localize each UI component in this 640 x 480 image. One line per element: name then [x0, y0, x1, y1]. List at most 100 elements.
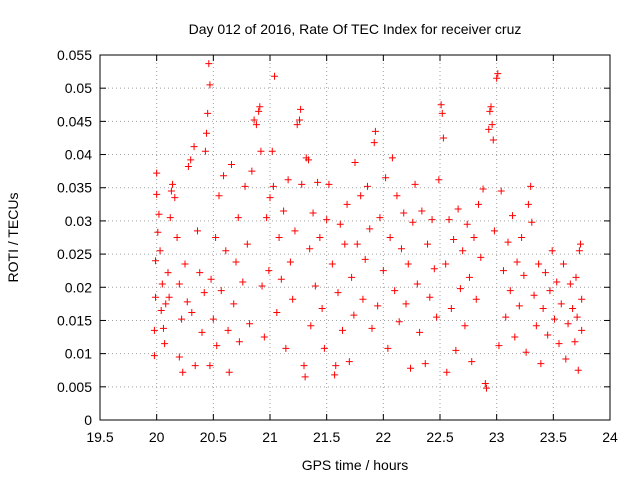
data-point	[560, 260, 568, 268]
data-point	[150, 326, 158, 334]
data-point	[442, 260, 450, 268]
data-point	[351, 159, 359, 167]
data-point	[252, 121, 260, 129]
data-point	[311, 282, 319, 290]
data-point	[332, 362, 340, 370]
data-point	[506, 287, 514, 295]
data-point	[161, 340, 169, 348]
x-tick-label: 23.5	[540, 429, 567, 445]
data-point	[150, 352, 158, 360]
data-point	[397, 245, 405, 253]
data-point	[450, 235, 458, 243]
data-point	[437, 101, 445, 109]
data-point	[155, 210, 163, 218]
data-point	[371, 127, 379, 135]
data-point	[222, 247, 230, 255]
data-point	[282, 344, 290, 352]
data-point	[421, 360, 429, 368]
data-point	[550, 315, 558, 323]
data-point	[573, 313, 581, 321]
data-point	[386, 234, 394, 241]
data-point	[557, 300, 565, 308]
data-point	[339, 326, 347, 334]
data-point	[439, 134, 447, 142]
y-tick-label: 0.015	[57, 312, 92, 328]
data-point	[203, 129, 211, 137]
data-point	[532, 322, 540, 330]
data-point	[325, 180, 333, 188]
data-point	[553, 278, 561, 286]
data-point	[577, 240, 585, 248]
x-axis-title: GPS time / hours	[302, 457, 409, 473]
data-point	[280, 207, 288, 215]
data-point	[162, 300, 170, 308]
data-point	[159, 324, 167, 332]
data-point	[539, 305, 547, 313]
data-point	[370, 139, 378, 147]
data-point	[173, 234, 181, 241]
data-point	[184, 162, 192, 170]
data-point	[572, 273, 580, 281]
data-point	[433, 313, 441, 321]
data-point	[520, 271, 528, 279]
data-point	[366, 225, 374, 233]
data-point	[530, 291, 538, 299]
data-point	[400, 209, 408, 217]
data-point	[490, 227, 498, 235]
data-point	[284, 176, 292, 184]
data-point	[232, 258, 240, 266]
data-point	[235, 338, 243, 346]
data-point	[152, 293, 160, 301]
y-tick-label: 0.04	[65, 147, 92, 163]
data-point	[495, 342, 503, 350]
data-point	[456, 285, 464, 293]
data-point	[513, 258, 521, 266]
x-tick-label: 22.5	[426, 429, 453, 445]
data-point	[575, 247, 583, 255]
data-point	[250, 116, 258, 124]
data-point	[188, 308, 196, 316]
y-tick-label: 0.05	[65, 80, 92, 96]
data-point	[445, 216, 453, 224]
data-point	[206, 81, 214, 89]
data-point	[571, 338, 579, 346]
data-point	[286, 258, 294, 266]
data-point	[544, 331, 552, 339]
data-point	[428, 216, 436, 224]
data-point	[511, 333, 519, 341]
data-point	[191, 362, 199, 370]
grid-layer	[100, 55, 610, 420]
data-point	[395, 318, 403, 326]
data-point	[489, 136, 497, 144]
data-point	[165, 293, 173, 301]
data-point	[153, 190, 161, 198]
data-point	[515, 302, 523, 310]
data-point	[413, 280, 421, 288]
data-point	[535, 260, 543, 268]
data-point	[305, 156, 313, 164]
data-point	[493, 74, 501, 82]
data-point	[258, 282, 266, 290]
data-point	[384, 344, 392, 352]
data-point	[418, 207, 426, 215]
data-point	[300, 362, 308, 370]
y-tick-label: 0.035	[57, 180, 92, 196]
data-point	[201, 147, 209, 155]
data-point	[463, 220, 471, 228]
data-point	[175, 353, 183, 361]
data-point	[409, 218, 417, 226]
data-point	[424, 240, 432, 248]
data-point	[522, 348, 530, 356]
data-point	[239, 278, 247, 286]
y-tick-label: 0	[84, 412, 92, 428]
data-point	[376, 214, 384, 222]
data-point	[548, 247, 556, 255]
data-point	[289, 295, 297, 303]
data-point	[465, 273, 473, 281]
data-point	[388, 154, 396, 162]
data-point	[341, 240, 349, 248]
data-point	[435, 176, 443, 184]
data-point	[407, 364, 415, 372]
y-tick-label: 0.01	[65, 346, 92, 362]
data-point	[225, 368, 233, 376]
